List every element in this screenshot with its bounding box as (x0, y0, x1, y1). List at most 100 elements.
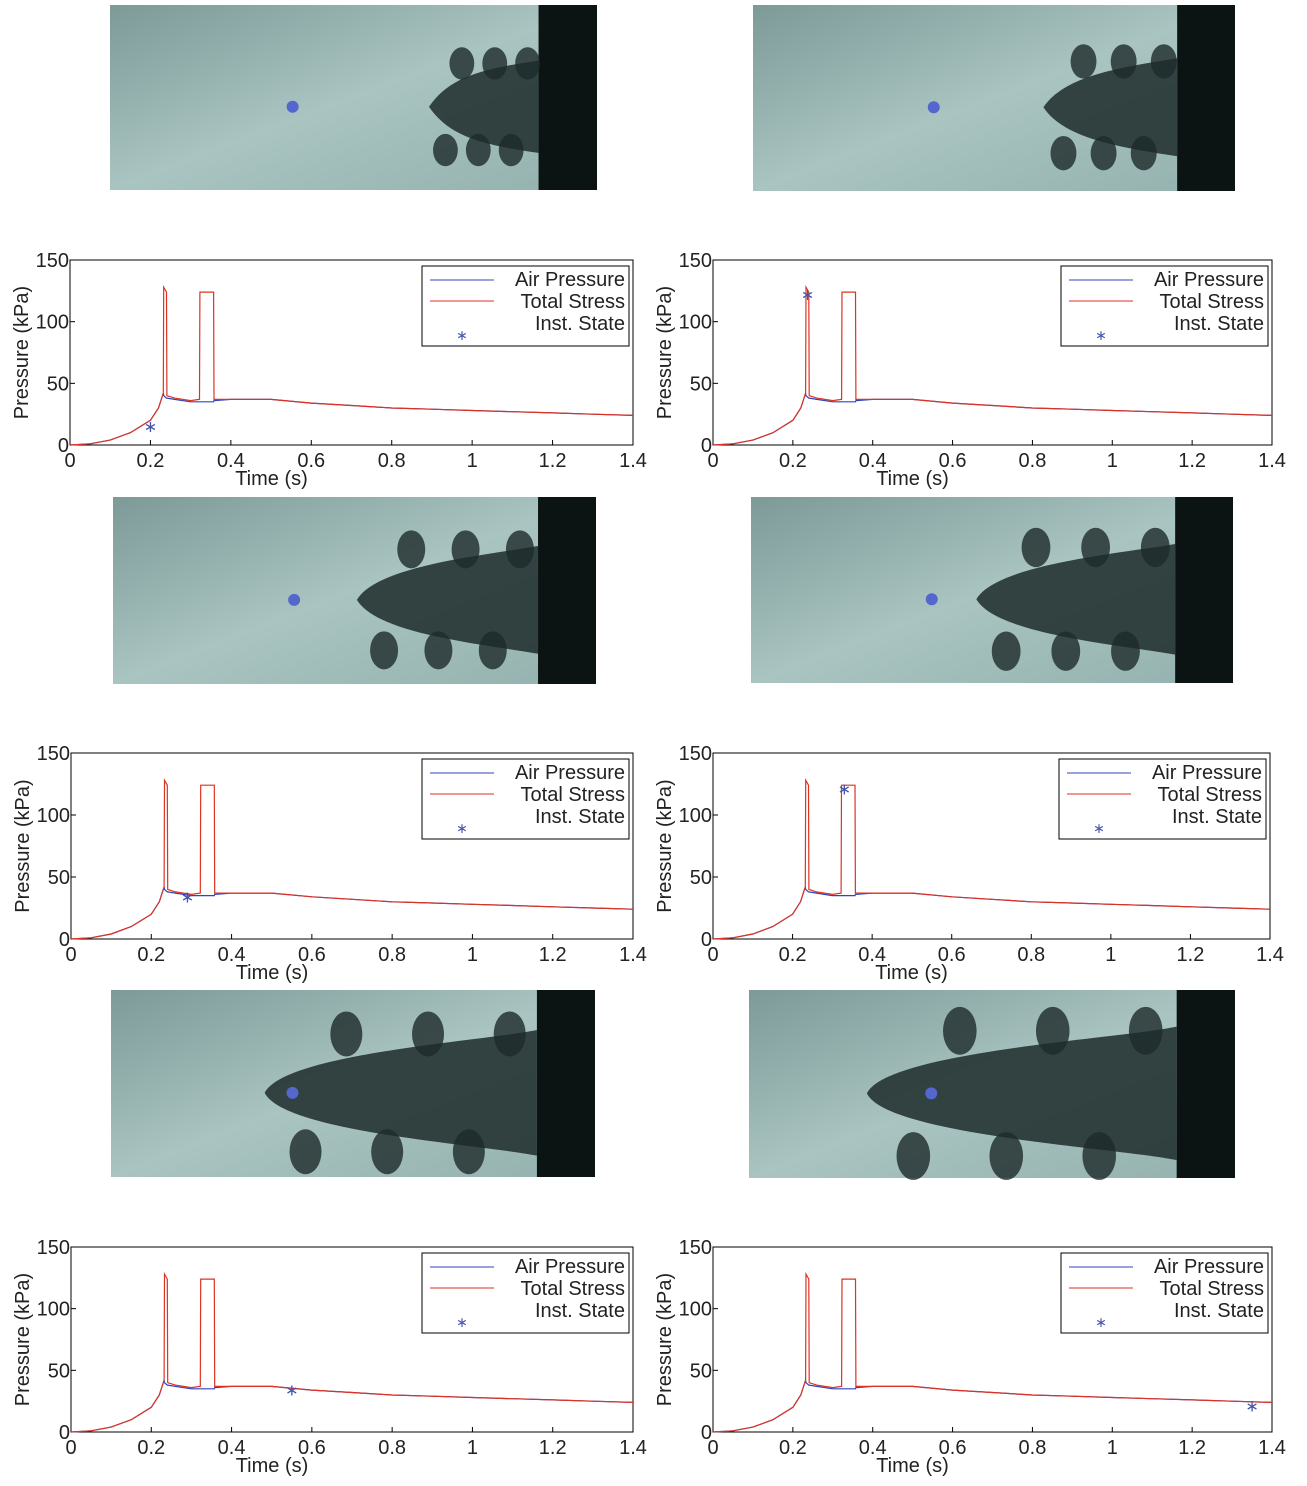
photo-finger (397, 530, 426, 569)
legend-label: Inst. State (535, 1300, 625, 1322)
inst-state-marker: ∗ (838, 781, 851, 798)
photo-finger (1128, 1006, 1163, 1055)
x-tick-label: 0.8 (1019, 1437, 1047, 1459)
photo-finger (1035, 1006, 1070, 1055)
x-tick-label: 1 (467, 944, 478, 966)
x-tick-label: 0.4 (859, 450, 887, 472)
y-tick-label: 150 (679, 743, 712, 765)
x-tick-label: 1.4 (619, 450, 647, 472)
y-tick-label: 100 (679, 1299, 712, 1321)
y-tick-label: 100 (37, 1299, 70, 1321)
y-tick-label: 0 (701, 435, 712, 457)
photo-marker (925, 593, 938, 606)
y-tick-label: 50 (690, 373, 712, 395)
photo-wall (538, 5, 597, 190)
x-tick-label: 1.4 (1258, 1437, 1286, 1459)
photo-finger (505, 530, 534, 569)
y-axis-label: Pressure (kPa) (654, 779, 676, 912)
x-tick-label: 0.8 (378, 450, 406, 472)
series-line (69, 284, 634, 446)
x-tick-label: 1.2 (539, 1437, 567, 1459)
y-tick-label: 100 (37, 805, 70, 827)
series-line (712, 284, 1273, 446)
legend-box (1058, 758, 1267, 840)
series-line (712, 778, 1271, 940)
x-tick-label: 1.2 (1177, 944, 1205, 966)
y-tick-label: 50 (48, 1360, 70, 1382)
x-tick-label: 1.2 (539, 450, 567, 472)
x-tick-label: 0.6 (298, 944, 326, 966)
x-tick-label: 1.4 (619, 944, 647, 966)
legend-marker: ∗ (1095, 1314, 1107, 1330)
photo-finger (493, 1011, 526, 1057)
legend-label: Air Pressure (515, 762, 625, 784)
y-tick-label: 50 (48, 867, 70, 889)
y-tick-label: 0 (701, 929, 712, 951)
legend-label: Air Pressure (1152, 762, 1262, 784)
series-line (70, 1271, 634, 1433)
photo-plume (976, 543, 1176, 655)
x-tick-label: 0 (65, 944, 76, 966)
legend-marker: ∗ (1095, 327, 1107, 343)
legend-label: Air Pressure (515, 269, 625, 291)
inst-state-marker: ∗ (181, 889, 194, 906)
photo-finger (1082, 1132, 1117, 1180)
x-tick-label: 1 (467, 1437, 478, 1459)
photo-finger (449, 47, 475, 80)
x-tick-label: 0.8 (378, 944, 406, 966)
y-tick-label: 0 (58, 435, 69, 457)
inst-state-marker: ∗ (144, 419, 157, 436)
photo-finger (991, 631, 1021, 671)
x-tick-label: 1.4 (1256, 944, 1284, 966)
photo (753, 5, 1235, 191)
photo-finger (515, 47, 541, 80)
legend-box (1060, 265, 1269, 347)
photo (749, 990, 1235, 1180)
x-tick-label: 0 (707, 944, 718, 966)
x-tick-label: 0.8 (1017, 944, 1045, 966)
y-tick-label: 150 (679, 250, 712, 272)
x-tick-label: 1.4 (1258, 450, 1286, 472)
x-tick-label: 0.4 (218, 1437, 246, 1459)
photo-finger (478, 631, 507, 670)
legend-label: Total Stress (1160, 1278, 1264, 1300)
legend-label: Air Pressure (515, 1256, 625, 1278)
chart: 0 0.2 0.4 0.6 0.8 1 1.2 1.4 0 50 100 150 Time (s) Pre… (12, 743, 647, 984)
photo-finger (412, 1011, 445, 1057)
photo-plume (866, 1026, 1177, 1161)
x-tick-label: 0.6 (298, 1437, 326, 1459)
legend-label: Inst. State (535, 806, 625, 828)
y-axis-label: Pressure (kPa) (11, 286, 33, 419)
legend-box (421, 1252, 630, 1334)
photo-plume (1043, 58, 1178, 157)
y-axis-label: Pressure (kPa) (654, 1273, 676, 1406)
x-tick-label: 1 (1107, 1437, 1118, 1459)
legend-marker: ∗ (1093, 820, 1105, 836)
photo-plume (428, 60, 539, 153)
x-tick-label: 1 (1105, 944, 1116, 966)
x-axis-label: Time (s) (236, 1455, 309, 1477)
y-tick-label: 0 (59, 1422, 70, 1444)
legend-label: Total Stress (521, 291, 625, 313)
photo-finger (1130, 135, 1157, 171)
photo-wall (1177, 5, 1235, 191)
photo-plume (264, 1030, 537, 1156)
chart: 0 0.2 0.4 0.6 0.8 1 1.2 1.4 0 50 100 150 Time (s) Pre… (654, 743, 1284, 984)
photo-marker (286, 100, 299, 113)
photo-finger (424, 631, 453, 670)
legend-label: Total Stress (521, 1278, 625, 1300)
x-tick-label: 1.2 (539, 944, 567, 966)
photo-finger (1070, 44, 1097, 79)
series-line (70, 778, 634, 940)
photo-finger (330, 1011, 363, 1057)
y-axis-label: Pressure (kPa) (12, 1273, 34, 1406)
y-tick-label: 100 (679, 312, 712, 334)
x-tick-label: 0.2 (779, 944, 807, 966)
x-tick-label: 0.6 (297, 450, 325, 472)
photo-finger (1110, 44, 1137, 79)
photo-wall (536, 990, 595, 1177)
x-axis-label: Time (s) (876, 468, 949, 490)
legend-box (421, 265, 630, 347)
x-tick-label: 1.2 (1178, 1437, 1206, 1459)
chart: 0 0.2 0.4 0.6 0.8 1 1.2 1.4 0 50 100 150 Time (s) Pre… (12, 1237, 647, 1477)
